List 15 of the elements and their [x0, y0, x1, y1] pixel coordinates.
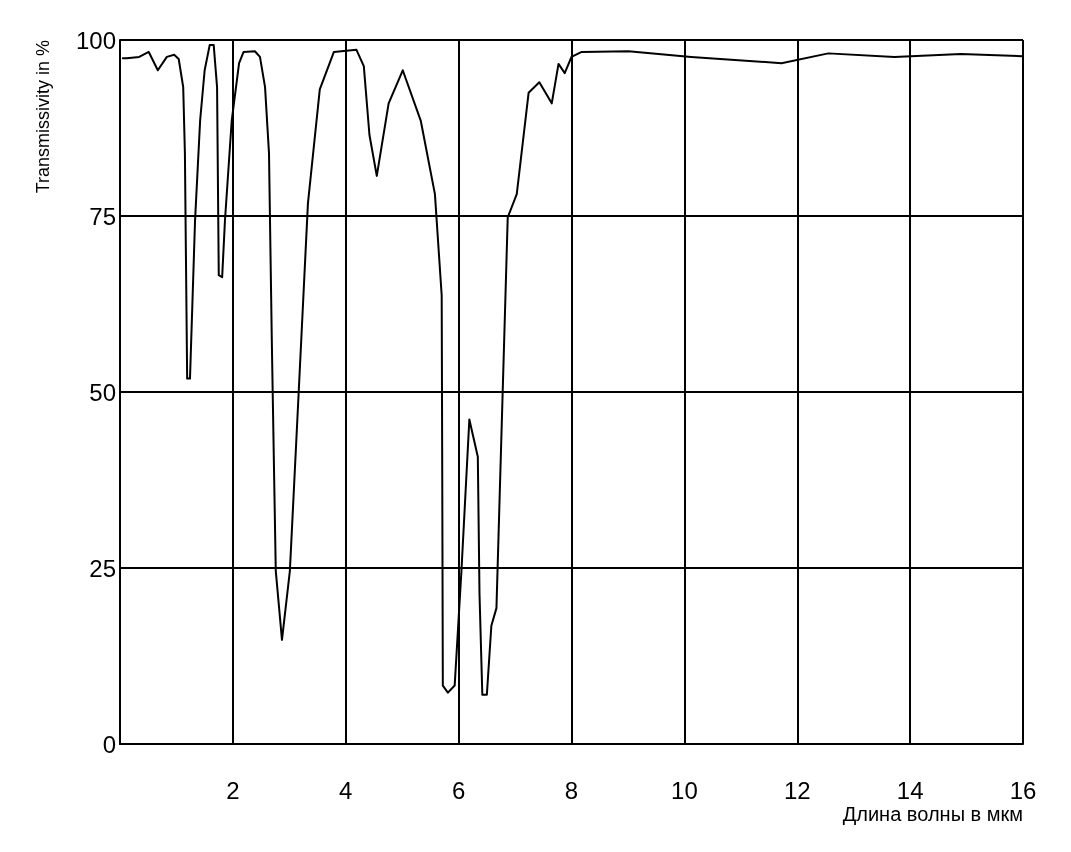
x-tick-label: 2	[226, 776, 240, 804]
x-tick-label: 10	[671, 776, 698, 804]
y-axis-title: Transmissivity in %	[33, 40, 53, 194]
x-tick-label: 12	[783, 776, 811, 804]
y-tick-label: 0	[102, 730, 116, 758]
x-tick-label: 4	[339, 776, 353, 804]
x-tick-label: 16	[1009, 776, 1037, 804]
y-tick-label: 100	[75, 26, 116, 54]
y-tick-label: 25	[89, 554, 116, 582]
x-tick-label: 8	[564, 776, 579, 804]
x-axis-title: Длина волны в мкм	[842, 803, 1023, 825]
x-tick-label: 6	[451, 776, 466, 804]
x-tick-label: 14	[896, 776, 924, 804]
y-tick-label: 75	[89, 202, 116, 230]
y-tick-label: 50	[89, 378, 116, 406]
